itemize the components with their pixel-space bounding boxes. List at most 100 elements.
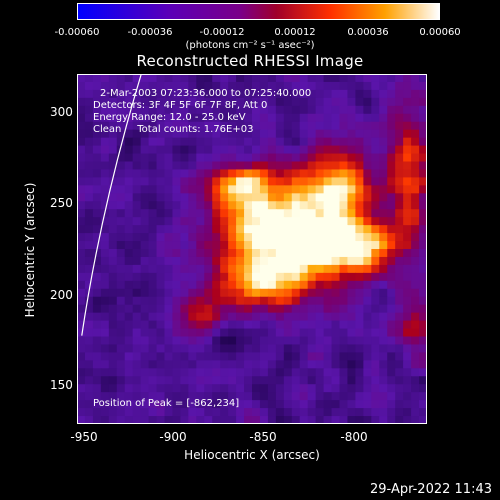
heatmap-cell [419, 336, 427, 346]
heatmap-cell [315, 376, 325, 385]
heatmap-cell [228, 344, 237, 353]
heatmap-cell [291, 209, 301, 218]
heatmap-cell [180, 161, 189, 171]
heatmap-cell [347, 169, 356, 178]
heatmap-cell [188, 209, 197, 218]
heatmap-cell [379, 352, 388, 361]
heatmap-cell [172, 280, 181, 290]
heatmap-cell [267, 145, 277, 155]
heatmap-cell [100, 288, 110, 298]
heatmap-cell [204, 97, 213, 107]
heatmap-cell [315, 81, 325, 91]
heatmap-cell [419, 249, 427, 258]
heatmap-cell [132, 249, 142, 258]
heatmap-cell [220, 137, 229, 147]
heatmap-cell [140, 105, 150, 115]
heatmap-cell [188, 129, 197, 139]
heatmap-cell [403, 336, 412, 346]
heatmap-cell [395, 153, 404, 163]
heatmap-cell [307, 137, 317, 147]
heatmap-cell [84, 368, 94, 377]
heatmap-cell [275, 408, 285, 417]
heatmap-cell [299, 264, 309, 274]
heatmap-cell [212, 360, 221, 369]
heatmap-cell [307, 105, 317, 115]
heatmap-cell [315, 368, 325, 377]
heatmap-cell [132, 225, 142, 234]
heatmap-cell [172, 249, 181, 258]
heatmap-cell [252, 264, 261, 274]
heatmap-cell [77, 137, 86, 147]
heatmap-cell [299, 185, 309, 194]
heatmap-cell [339, 272, 349, 282]
heatmap-cell [220, 233, 229, 242]
heatmap-cell [212, 400, 221, 409]
heatmap-cell [188, 280, 197, 290]
heatmap-cell [244, 121, 253, 131]
heatmap-cell [331, 193, 341, 202]
heatmap-cell [108, 217, 118, 226]
heatmap-cell [236, 352, 245, 361]
heatmap-cell [259, 280, 269, 290]
heatmap-cell [315, 89, 325, 99]
heatmap-cell [307, 201, 317, 210]
heatmap-cell [148, 145, 158, 155]
heatmap-cell [116, 129, 126, 139]
heatmap-cell [371, 392, 380, 401]
heatmap-cell [196, 105, 205, 115]
heatmap-cell [291, 113, 301, 123]
heatmap-cell [180, 185, 189, 194]
heatmap-cell [228, 376, 237, 385]
heatmap-cell [395, 328, 404, 338]
heatmap-cell [371, 336, 380, 346]
heatmap-cell [92, 137, 102, 147]
heatmap-cell [307, 169, 317, 178]
x-tick-label: -850 [249, 430, 277, 444]
heatmap-cell [315, 113, 325, 123]
heatmap-cell [116, 328, 126, 338]
heatmap-cell [124, 137, 134, 147]
heatmap-cell [108, 81, 118, 91]
heatmap-cell [77, 74, 86, 83]
heatmap-cell [204, 233, 213, 242]
heatmap-cell [411, 89, 420, 99]
heatmap-cell [100, 312, 110, 322]
heatmap-cell [116, 241, 126, 250]
heatmap-cell [307, 368, 317, 377]
heatmap-cell [339, 129, 349, 139]
heatmap-cell [92, 280, 102, 290]
heatmap-cell [140, 137, 150, 147]
heatmap-cell [252, 400, 261, 409]
heatmap-cell [84, 105, 94, 115]
heatmap-cell [419, 360, 427, 369]
heatmap-cell [116, 368, 126, 377]
heatmap-cell [411, 320, 420, 330]
heatmap-cell [228, 153, 237, 163]
heatmap-cell [267, 384, 277, 393]
heatmap-cell [116, 153, 126, 163]
heatmap-cell [188, 288, 197, 298]
heatmap-cell [331, 113, 341, 123]
heatmap-cell [259, 312, 269, 322]
heatmap-cell [140, 169, 150, 178]
heatmap-cell [339, 145, 349, 155]
heatmap-cell [84, 193, 94, 202]
heatmap-cell [188, 105, 197, 115]
heatmap-cell [291, 336, 301, 346]
heatmap-cell [188, 256, 197, 266]
heatmap-cell [172, 153, 181, 163]
heatmap-cell [124, 280, 134, 290]
heatmap-cell [116, 336, 126, 346]
heatmap-cell [387, 416, 396, 424]
heatmap-cell [387, 81, 396, 91]
heatmap-cell [331, 209, 341, 218]
heatmap-cell [148, 217, 158, 226]
heatmap-cell [236, 177, 245, 186]
heatmap-cell [371, 272, 380, 282]
heatmap-cell [331, 153, 341, 163]
heatmap-cell [339, 312, 349, 322]
heatmap-cell [267, 201, 277, 210]
heatmap-cell [196, 74, 205, 83]
heatmap-cell [188, 153, 197, 163]
heatmap-cell [92, 74, 102, 83]
